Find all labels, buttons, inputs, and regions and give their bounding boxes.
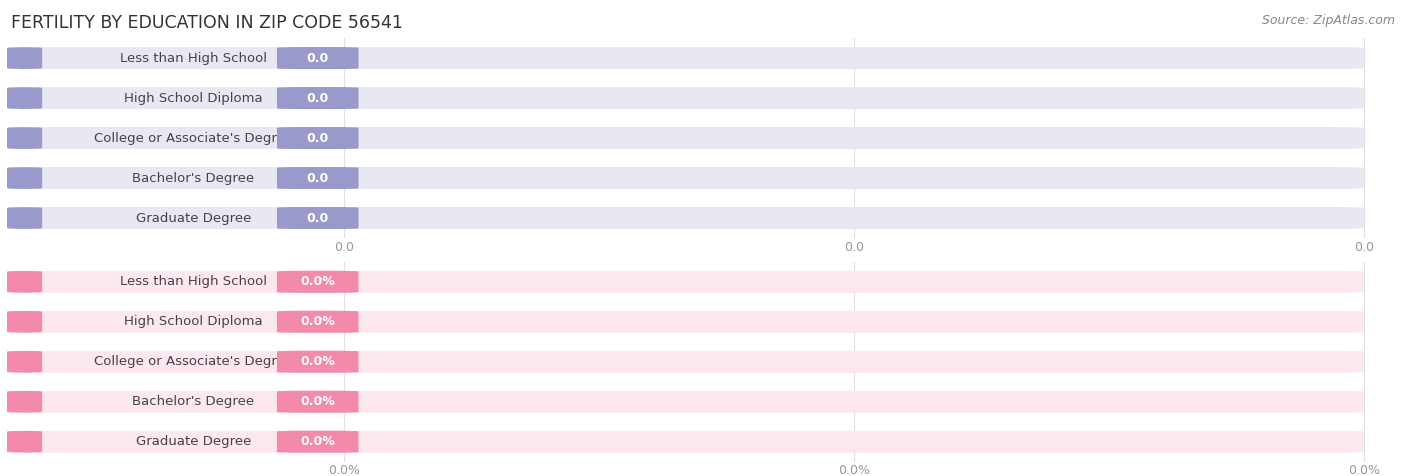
FancyBboxPatch shape — [7, 87, 1364, 109]
FancyBboxPatch shape — [7, 207, 1364, 229]
FancyBboxPatch shape — [7, 207, 42, 229]
Text: Less than High School: Less than High School — [120, 51, 267, 65]
FancyBboxPatch shape — [277, 207, 359, 229]
FancyBboxPatch shape — [7, 431, 42, 453]
Text: College or Associate's Degree: College or Associate's Degree — [94, 131, 292, 145]
Text: Bachelor's Degree: Bachelor's Degree — [132, 395, 254, 408]
FancyBboxPatch shape — [277, 351, 359, 373]
FancyBboxPatch shape — [7, 127, 1364, 149]
Text: High School Diploma: High School Diploma — [124, 91, 263, 105]
Text: 0.0%: 0.0% — [301, 435, 335, 448]
FancyBboxPatch shape — [7, 167, 1364, 189]
FancyBboxPatch shape — [7, 271, 42, 293]
Text: Source: ZipAtlas.com: Source: ZipAtlas.com — [1261, 14, 1395, 27]
Text: 0.0%: 0.0% — [301, 275, 335, 288]
Text: 0.0%: 0.0% — [301, 355, 335, 368]
Text: 0.0: 0.0 — [307, 171, 329, 185]
FancyBboxPatch shape — [7, 311, 1364, 333]
Text: High School Diploma: High School Diploma — [124, 315, 263, 328]
Text: Graduate Degree: Graduate Degree — [135, 211, 252, 225]
Text: 0.0: 0.0 — [307, 211, 329, 225]
FancyBboxPatch shape — [277, 87, 359, 109]
Text: 0.0: 0.0 — [307, 91, 329, 105]
Text: 0.0: 0.0 — [307, 131, 329, 145]
Text: College or Associate's Degree: College or Associate's Degree — [94, 355, 292, 368]
Text: 0.0%: 0.0% — [301, 395, 335, 408]
Text: 0.0%: 0.0% — [301, 315, 335, 328]
FancyBboxPatch shape — [7, 271, 1364, 293]
FancyBboxPatch shape — [7, 391, 1364, 413]
Text: FERTILITY BY EDUCATION IN ZIP CODE 56541: FERTILITY BY EDUCATION IN ZIP CODE 56541 — [11, 14, 404, 32]
Text: Less than High School: Less than High School — [120, 275, 267, 288]
FancyBboxPatch shape — [277, 431, 359, 453]
FancyBboxPatch shape — [7, 311, 42, 333]
FancyBboxPatch shape — [277, 391, 359, 413]
FancyBboxPatch shape — [7, 47, 42, 69]
FancyBboxPatch shape — [277, 271, 359, 293]
FancyBboxPatch shape — [7, 351, 1364, 373]
FancyBboxPatch shape — [7, 127, 42, 149]
Text: 0.0: 0.0 — [307, 51, 329, 65]
Text: Bachelor's Degree: Bachelor's Degree — [132, 171, 254, 185]
FancyBboxPatch shape — [7, 47, 1364, 69]
FancyBboxPatch shape — [7, 351, 42, 373]
FancyBboxPatch shape — [7, 167, 42, 189]
FancyBboxPatch shape — [7, 431, 1364, 453]
Text: Graduate Degree: Graduate Degree — [135, 435, 252, 448]
FancyBboxPatch shape — [7, 391, 42, 413]
FancyBboxPatch shape — [7, 87, 42, 109]
FancyBboxPatch shape — [277, 311, 359, 333]
FancyBboxPatch shape — [277, 167, 359, 189]
FancyBboxPatch shape — [277, 127, 359, 149]
FancyBboxPatch shape — [277, 47, 359, 69]
